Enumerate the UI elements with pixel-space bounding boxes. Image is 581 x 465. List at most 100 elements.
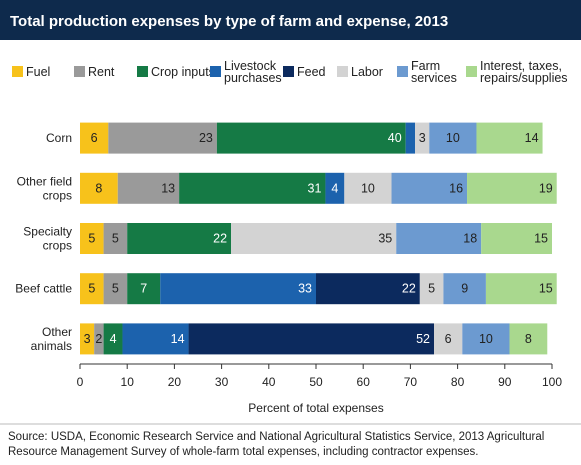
data-label: 15 — [539, 282, 553, 296]
bar-segment — [179, 172, 326, 204]
data-label: 15 — [534, 232, 548, 246]
legend-swatch — [210, 66, 221, 77]
chart-title: Total production expenses by type of far… — [10, 13, 448, 30]
legend-swatch — [397, 66, 408, 77]
data-label: 33 — [298, 282, 312, 296]
bar-segment — [419, 273, 444, 305]
data-label: 5 — [112, 232, 119, 246]
bar-segment — [509, 323, 548, 355]
legend-swatch — [74, 66, 85, 77]
data-label: 8 — [95, 181, 102, 195]
data-label: 19 — [539, 181, 553, 195]
bar-segment — [467, 172, 557, 204]
bar-segment — [415, 122, 430, 154]
bar-segment — [485, 273, 557, 305]
bar-segment — [325, 172, 345, 204]
data-label: 10 — [479, 332, 493, 346]
data-label: 10 — [446, 131, 460, 145]
x-tick-label: 100 — [542, 375, 562, 389]
x-axis-label: Percent of total expenses — [248, 401, 383, 415]
bar-segment — [188, 323, 434, 355]
legend-swatch — [466, 66, 477, 77]
bar-segment — [127, 223, 232, 254]
data-label: 35 — [378, 232, 392, 246]
x-tick-label: 40 — [262, 375, 276, 389]
data-label: 22 — [213, 232, 227, 246]
x-tick-label: 20 — [168, 375, 182, 389]
data-label: 5 — [88, 232, 95, 246]
legend-swatch — [283, 66, 294, 77]
data-label: 9 — [461, 282, 468, 296]
data-label: 3 — [419, 131, 426, 145]
x-tick-label: 70 — [404, 375, 418, 389]
title-bar — [0, 0, 581, 40]
data-label: 52 — [416, 332, 430, 346]
bar-segment — [231, 223, 397, 254]
bar-segment — [160, 273, 316, 305]
bar-segment — [80, 273, 104, 305]
data-label: 5 — [112, 282, 119, 296]
y-tick-label: Corn — [46, 131, 72, 145]
bar-segment — [108, 122, 217, 154]
data-label: 2 — [95, 332, 102, 346]
bar-segment — [80, 323, 95, 355]
x-tick-label: 0 — [77, 375, 84, 389]
legend-swatch — [137, 66, 148, 77]
legend-swatch — [337, 66, 348, 77]
data-label: 14 — [171, 332, 185, 346]
data-label: 18 — [463, 232, 477, 246]
data-label: 7 — [140, 282, 147, 296]
legend-label: Crop inputs — [151, 65, 215, 79]
data-label: 31 — [308, 181, 322, 195]
data-label: 5 — [88, 282, 95, 296]
bar-segment — [462, 323, 510, 355]
bar-segment — [316, 273, 420, 305]
bar-segment — [127, 273, 161, 305]
x-tick-label: 50 — [309, 375, 323, 389]
data-label: 5 — [428, 282, 435, 296]
bar-segment — [429, 122, 477, 154]
bar-segment — [80, 122, 109, 154]
legend-label: Fuel — [26, 65, 50, 79]
legend-label: Rent — [88, 65, 115, 79]
x-tick-label: 60 — [357, 375, 371, 389]
data-label: 40 — [388, 131, 402, 145]
bar-segment — [103, 323, 123, 355]
data-label: 14 — [525, 131, 539, 145]
data-label: 13 — [161, 181, 175, 195]
bar-segment — [103, 223, 128, 254]
bar-segment — [216, 122, 406, 154]
bar-segment — [396, 223, 482, 254]
x-tick-label: 30 — [215, 375, 229, 389]
bar-segment — [103, 273, 128, 305]
data-label: 6 — [91, 131, 98, 145]
bar-segment — [434, 323, 463, 355]
y-tick-label: Beef cattle — [15, 282, 72, 296]
legend-label: Interest, taxes, repairs/supplies — [480, 59, 568, 85]
bar-segment — [94, 323, 104, 355]
bar-segment — [476, 122, 543, 154]
data-label: 6 — [445, 332, 452, 346]
legend-label: Labor — [351, 65, 383, 79]
bar-segment — [405, 122, 416, 154]
y-tick-label: Specialty crops — [23, 225, 72, 253]
bar-segment — [481, 223, 552, 254]
x-tick-label: 10 — [121, 375, 135, 389]
data-label: 10 — [361, 181, 375, 195]
bar-segment — [391, 172, 468, 204]
source-note: Source: USDA, Economic Research Service … — [8, 431, 544, 458]
x-tick-label: 90 — [498, 375, 512, 389]
data-label: 16 — [449, 181, 463, 195]
x-tick-label: 80 — [451, 375, 465, 389]
legend-label: Farm services — [411, 59, 457, 85]
legend-label: Feed — [297, 65, 326, 79]
bar-segment — [122, 323, 189, 355]
bar-segment — [344, 172, 392, 204]
legend-label: Livestock purchases — [224, 59, 282, 85]
legend-swatch — [12, 66, 23, 77]
y-tick-label: Other field crops — [17, 174, 72, 202]
bar-segment — [117, 172, 180, 204]
y-tick-label: Other animals — [31, 325, 72, 353]
data-label: 8 — [525, 332, 532, 346]
